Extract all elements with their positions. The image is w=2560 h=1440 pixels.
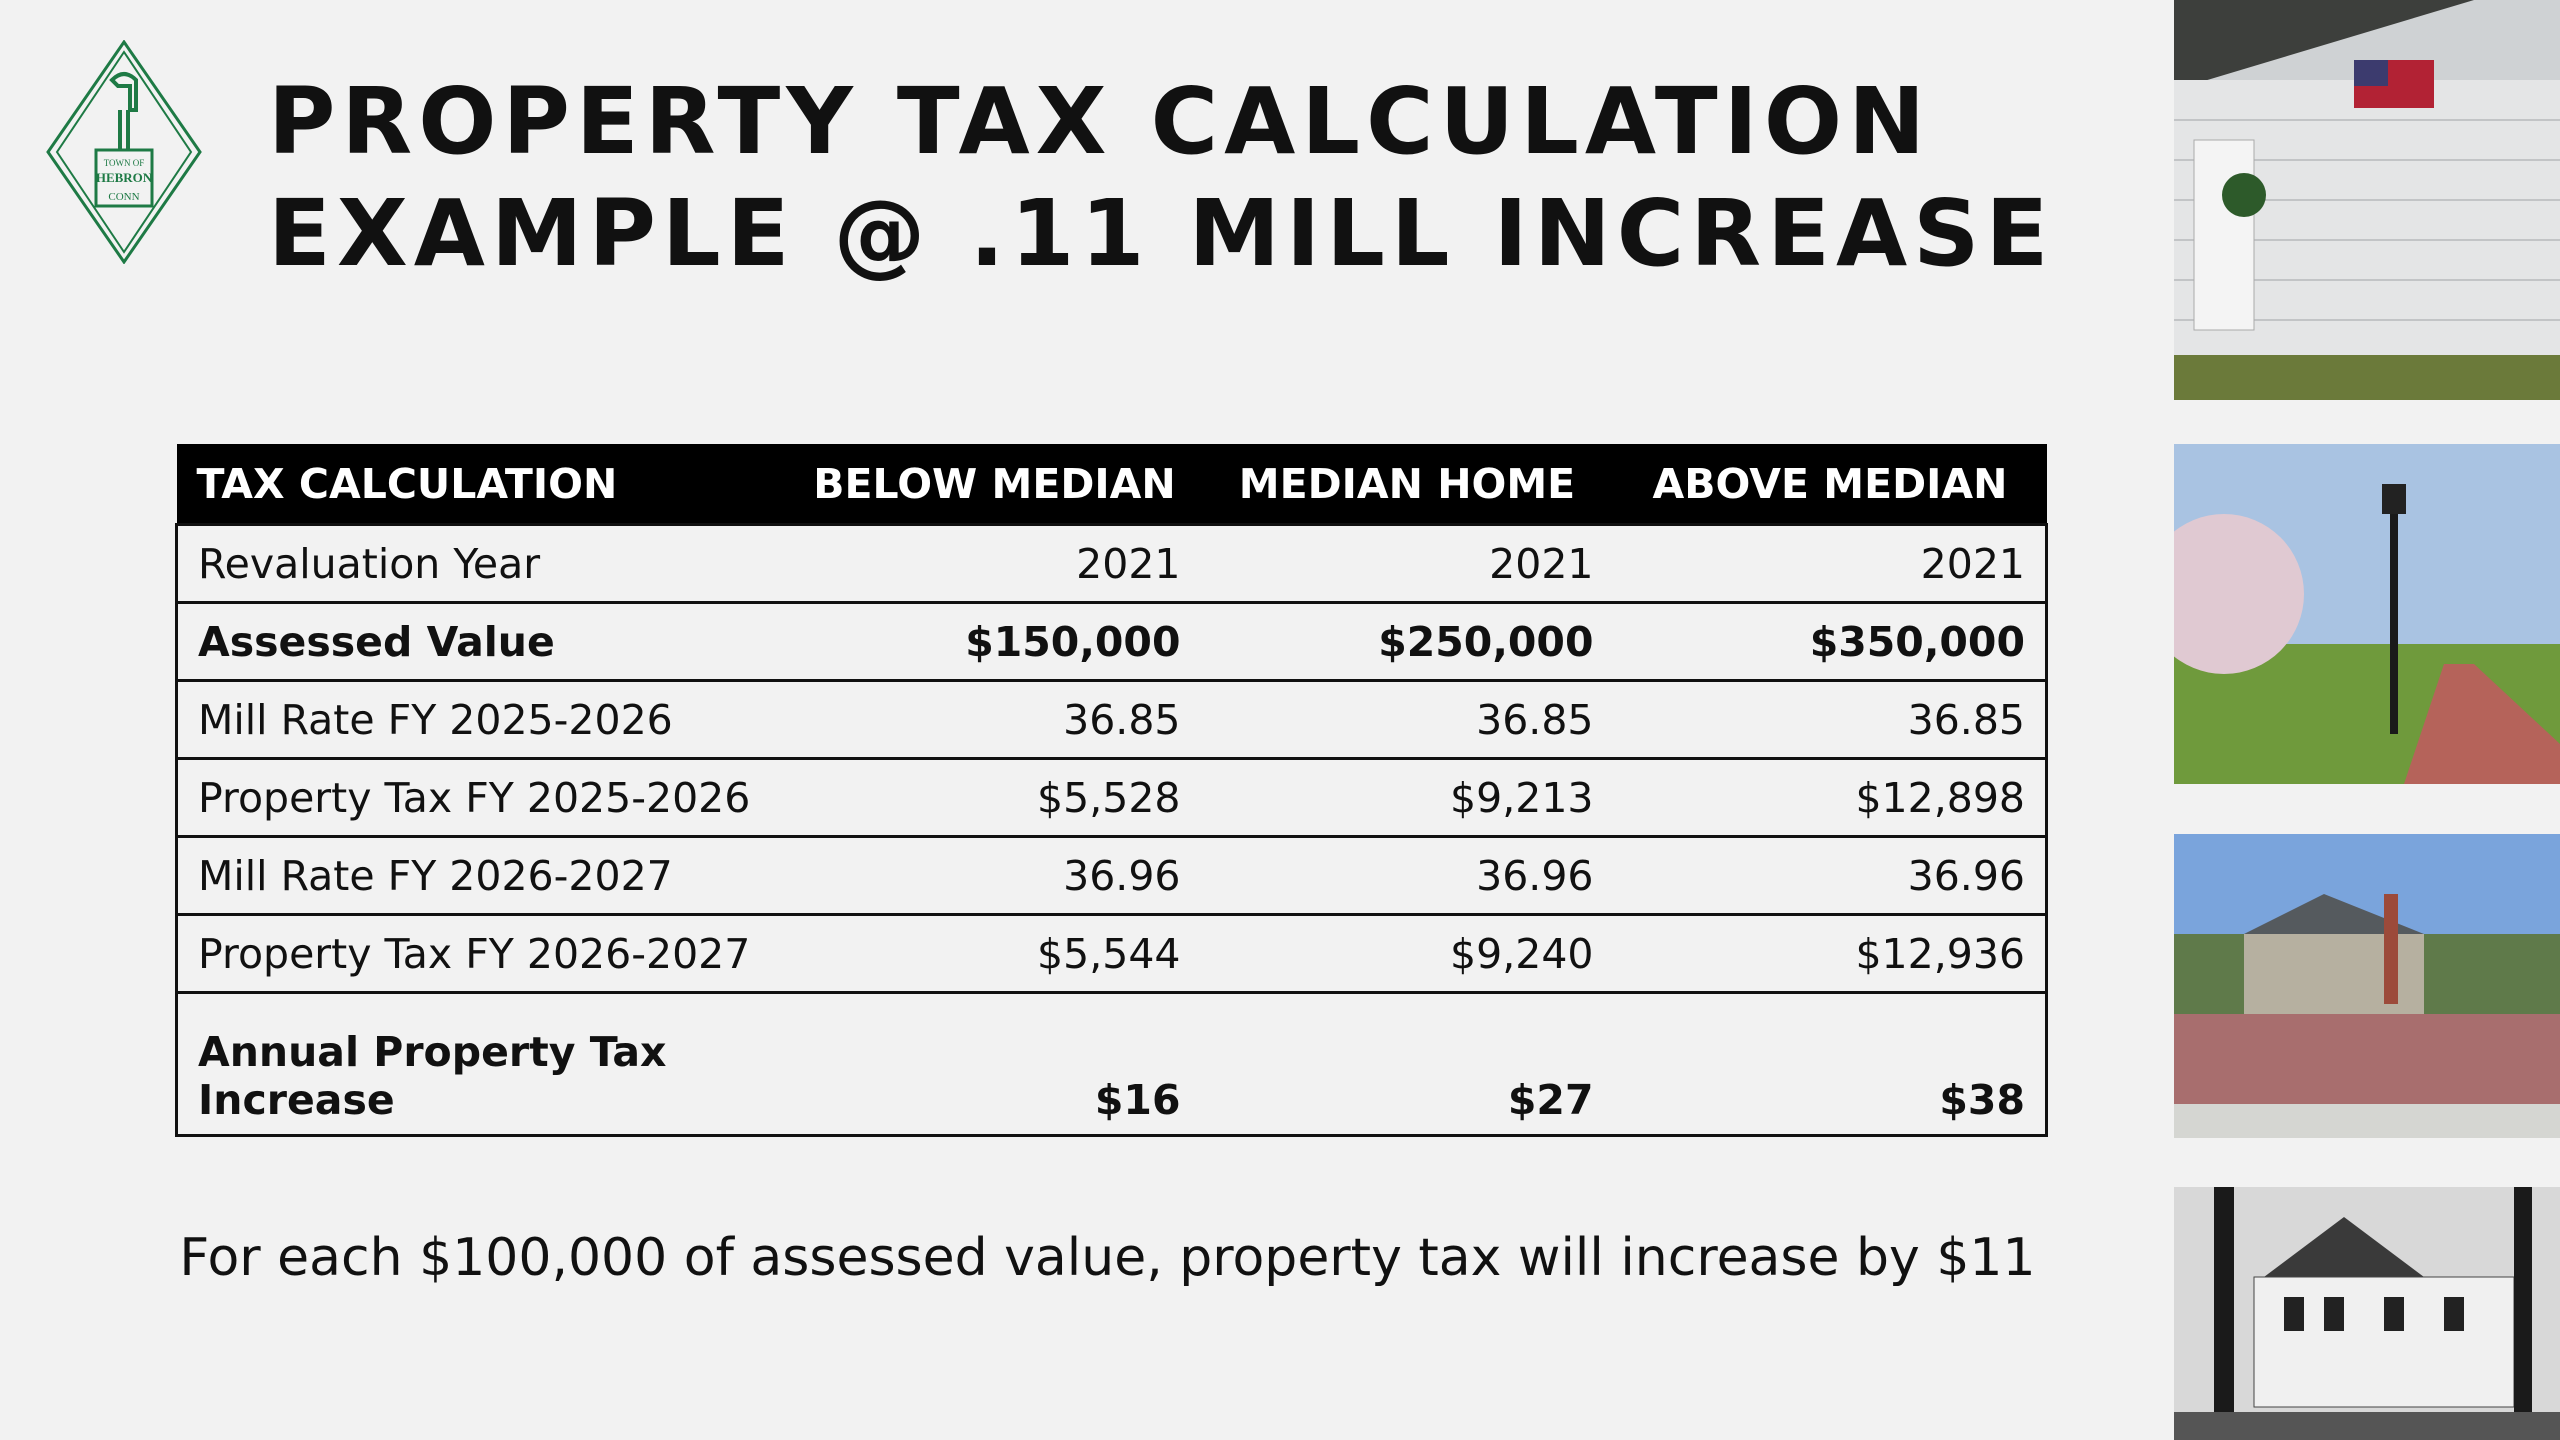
town-logo: TOWN OF HEBRON CONN bbox=[46, 40, 202, 264]
cell-value: 36.85 bbox=[1200, 679, 1614, 759]
cell-value: 36.85 bbox=[1613, 679, 2047, 759]
cell-value: 36.96 bbox=[788, 835, 1201, 915]
logo-text: CONN bbox=[108, 191, 139, 203]
row-label: Assessed Value bbox=[176, 601, 789, 681]
table-row: Assessed Value $150,000 $250,000 $350,000 bbox=[176, 601, 2047, 681]
row-label-line: Annual Property Tax bbox=[198, 1028, 667, 1076]
photo-street bbox=[2174, 834, 2560, 1138]
cell-value: $16 bbox=[788, 991, 1201, 1136]
row-label-line: Mill Rate FY 2026-2027 bbox=[198, 851, 673, 900]
table-row: Property Tax FY 2026-2027 $5,544 $9,240 $12… bbox=[176, 913, 2047, 993]
table-body: Revaluation Year 2021 2021 2021 Assessed Val… bbox=[176, 523, 2047, 1136]
cell-value: $9,240 bbox=[1200, 913, 1614, 993]
row-label: Mill Rate FY 2025-2026 bbox=[176, 679, 789, 759]
cell-value: $5,544 bbox=[788, 913, 1201, 993]
cell-value: $150,000 bbox=[788, 601, 1201, 681]
cell-value: 36.85 bbox=[788, 679, 1201, 759]
logo-text: TOWN OF bbox=[104, 158, 145, 168]
cell-value: $27 bbox=[1200, 991, 1614, 1136]
cell-value: 2021 bbox=[788, 523, 1201, 603]
column-header: TAX CALCULATION bbox=[176, 444, 789, 525]
row-label: Revaluation Year bbox=[176, 523, 789, 603]
cell-value: 36.96 bbox=[1200, 835, 1614, 915]
row-label: Property Tax FY 2025-2026 bbox=[176, 757, 789, 837]
cell-value: $12,898 bbox=[1613, 757, 2047, 837]
table-header: TAX CALCULATION BELOW MEDIAN MEDIAN HOME AB… bbox=[176, 444, 2047, 525]
cell-value: 2021 bbox=[1200, 523, 1614, 603]
title-line: PROPERTY TAX CALCULATION bbox=[268, 68, 1932, 175]
table-row: Revaluation Year 2021 2021 2021 bbox=[176, 523, 2047, 603]
table-row: Mill Rate FY 2026-2027 36.96 36.96 36.96 bbox=[176, 835, 2047, 915]
row-label-line: Revaluation Year bbox=[198, 539, 541, 588]
photo-church bbox=[2174, 0, 2560, 400]
photo-house bbox=[2174, 1187, 2560, 1440]
cell-value: $250,000 bbox=[1200, 601, 1614, 681]
cell-value: $5,528 bbox=[788, 757, 1201, 837]
column-header: MEDIAN HOME bbox=[1200, 444, 1614, 525]
row-label: Mill Rate FY 2026-2027 bbox=[176, 835, 789, 915]
cell-value: $12,936 bbox=[1613, 913, 2047, 993]
row-label-line: Assessed Value bbox=[198, 617, 555, 666]
row-label: Annual Property Tax Increase bbox=[176, 991, 789, 1136]
cell-value: $9,213 bbox=[1200, 757, 1614, 837]
table-row: Mill Rate FY 2025-2026 36.85 36.85 36.85 bbox=[176, 679, 2047, 759]
column-header: ABOVE MEDIAN bbox=[1613, 444, 2047, 525]
cell-value: 36.96 bbox=[1613, 835, 2047, 915]
table-row: Annual Property Tax Increase $16 $27 $38 bbox=[176, 991, 2047, 1136]
row-label-line: Property Tax FY 2025-2026 bbox=[198, 773, 751, 822]
row-label-line: Mill Rate FY 2025-2026 bbox=[198, 695, 673, 744]
cell-value: $38 bbox=[1613, 991, 2047, 1136]
cell-value: 2021 bbox=[1613, 523, 2047, 603]
slide-title: PROPERTY TAX CALCULATION EXAMPLE @ .11 M… bbox=[268, 66, 2054, 290]
cell-value: $350,000 bbox=[1613, 601, 2047, 681]
tax-table: TAX CALCULATION BELOW MEDIAN MEDIAN HOME AB… bbox=[175, 444, 2048, 1137]
photo-park bbox=[2174, 444, 2560, 784]
footer-note: For each $100,000 of assessed value, pro… bbox=[179, 1228, 2036, 1288]
title-line: EXAMPLE @ .11 MILL INCREASE bbox=[268, 180, 2055, 287]
logo-text: HEBRON bbox=[96, 170, 153, 185]
row-label-line: Increase bbox=[198, 1076, 395, 1124]
table-row: Property Tax FY 2025-2026 $5,528 $9,213 $12… bbox=[176, 757, 2047, 837]
row-label: Property Tax FY 2026-2027 bbox=[176, 913, 789, 993]
row-label-line: Property Tax FY 2026-2027 bbox=[198, 929, 751, 978]
column-header: BELOW MEDIAN bbox=[788, 444, 1201, 525]
